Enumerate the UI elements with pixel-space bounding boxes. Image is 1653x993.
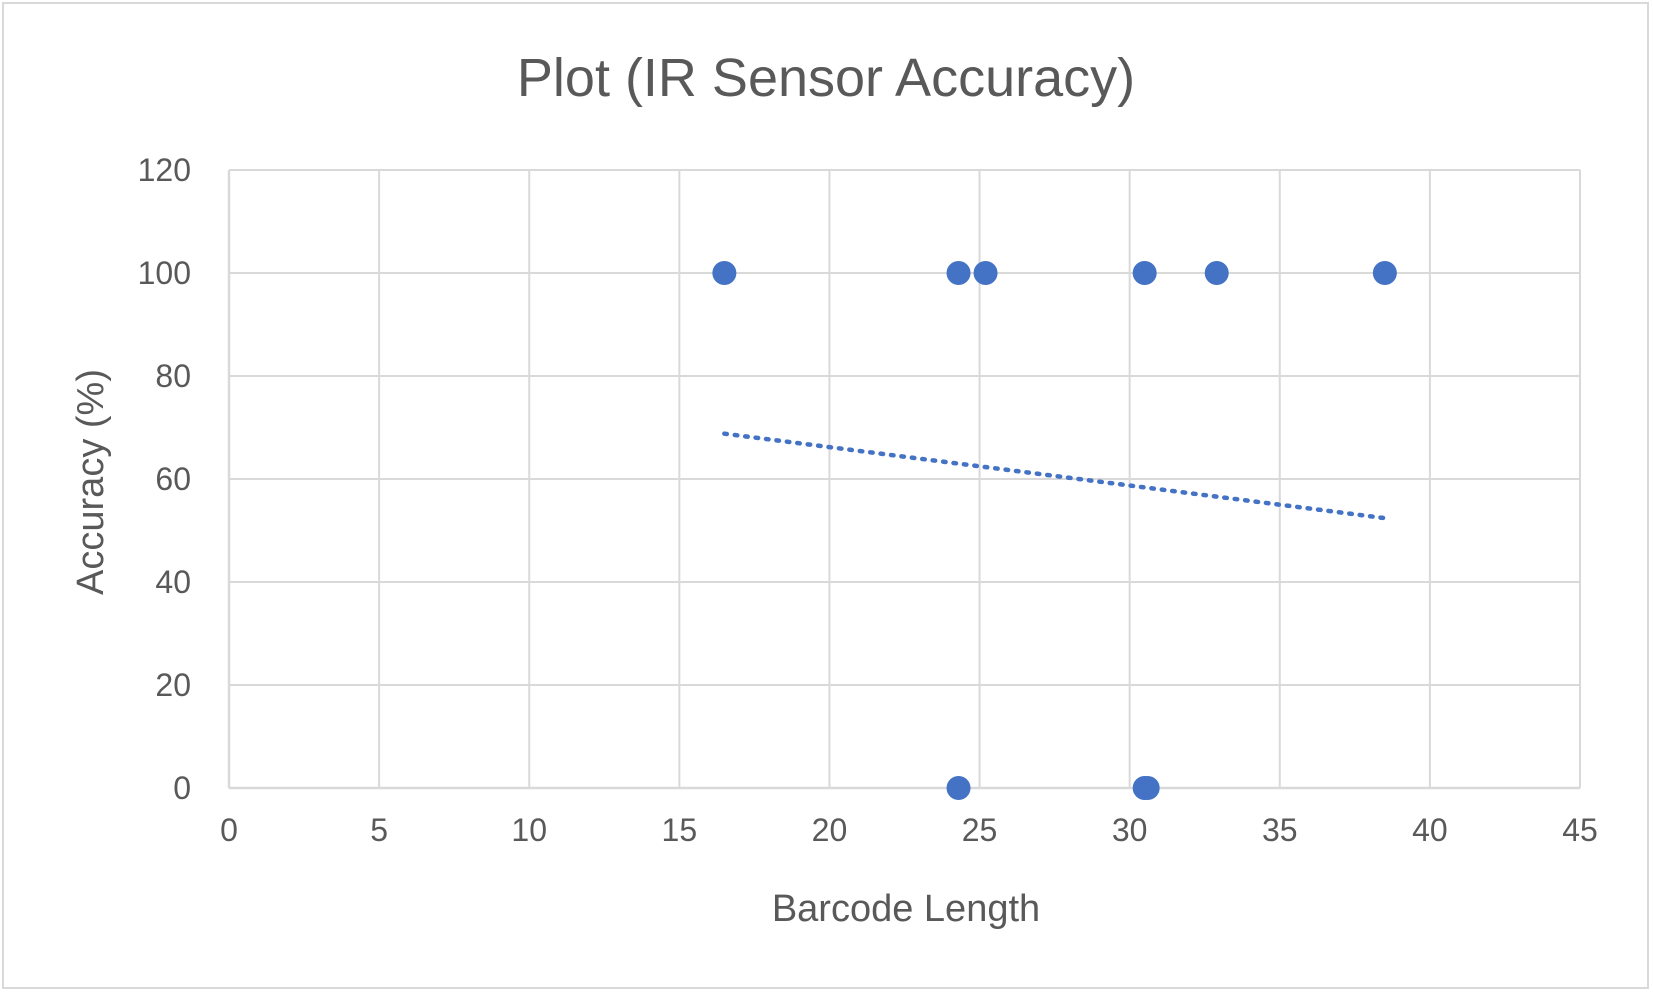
data-point	[1135, 776, 1160, 800]
trendline	[722, 431, 1388, 521]
data-point	[973, 261, 998, 285]
data-point	[946, 261, 971, 285]
x-tick-label: 0	[220, 812, 238, 848]
y-tick-labels: 0 20 40 60 80 100 120	[138, 152, 191, 806]
y-tick-label: 20	[155, 667, 191, 703]
y-tick-label: 40	[155, 564, 191, 600]
x-tick-labels: 0 5 10 15 20 25 30 35 40 45	[220, 812, 1598, 848]
x-tick-label: 5	[370, 812, 388, 848]
y-tick-label: 120	[138, 152, 191, 188]
x-tick-label: 10	[511, 812, 547, 848]
data-point	[1204, 261, 1229, 285]
y-tick-label: 60	[155, 461, 191, 497]
x-tick-label: 45	[1562, 812, 1598, 848]
y-tick-label: 0	[173, 770, 191, 806]
trendline-group	[722, 431, 1388, 521]
x-tick-label: 20	[812, 812, 848, 848]
data-point	[712, 261, 737, 285]
y-tick-label: 100	[138, 255, 191, 291]
chart-title: Plot (IR Sensor Accuracy)	[517, 48, 1135, 108]
x-tick-label: 35	[1262, 812, 1298, 848]
data-point	[1372, 261, 1397, 285]
y-axis-label: Accuracy (%)	[70, 369, 112, 595]
x-axis-label: Barcode Length	[772, 888, 1040, 930]
x-tick-label: 30	[1112, 812, 1148, 848]
grid	[227, 169, 1581, 790]
y-tick-label: 80	[155, 358, 191, 394]
x-tick-label: 40	[1412, 812, 1448, 848]
data-points	[712, 261, 1397, 800]
x-tick-label: 15	[662, 812, 698, 848]
x-tick-label: 25	[962, 812, 998, 848]
data-point	[946, 776, 971, 800]
data-point	[1132, 261, 1157, 285]
